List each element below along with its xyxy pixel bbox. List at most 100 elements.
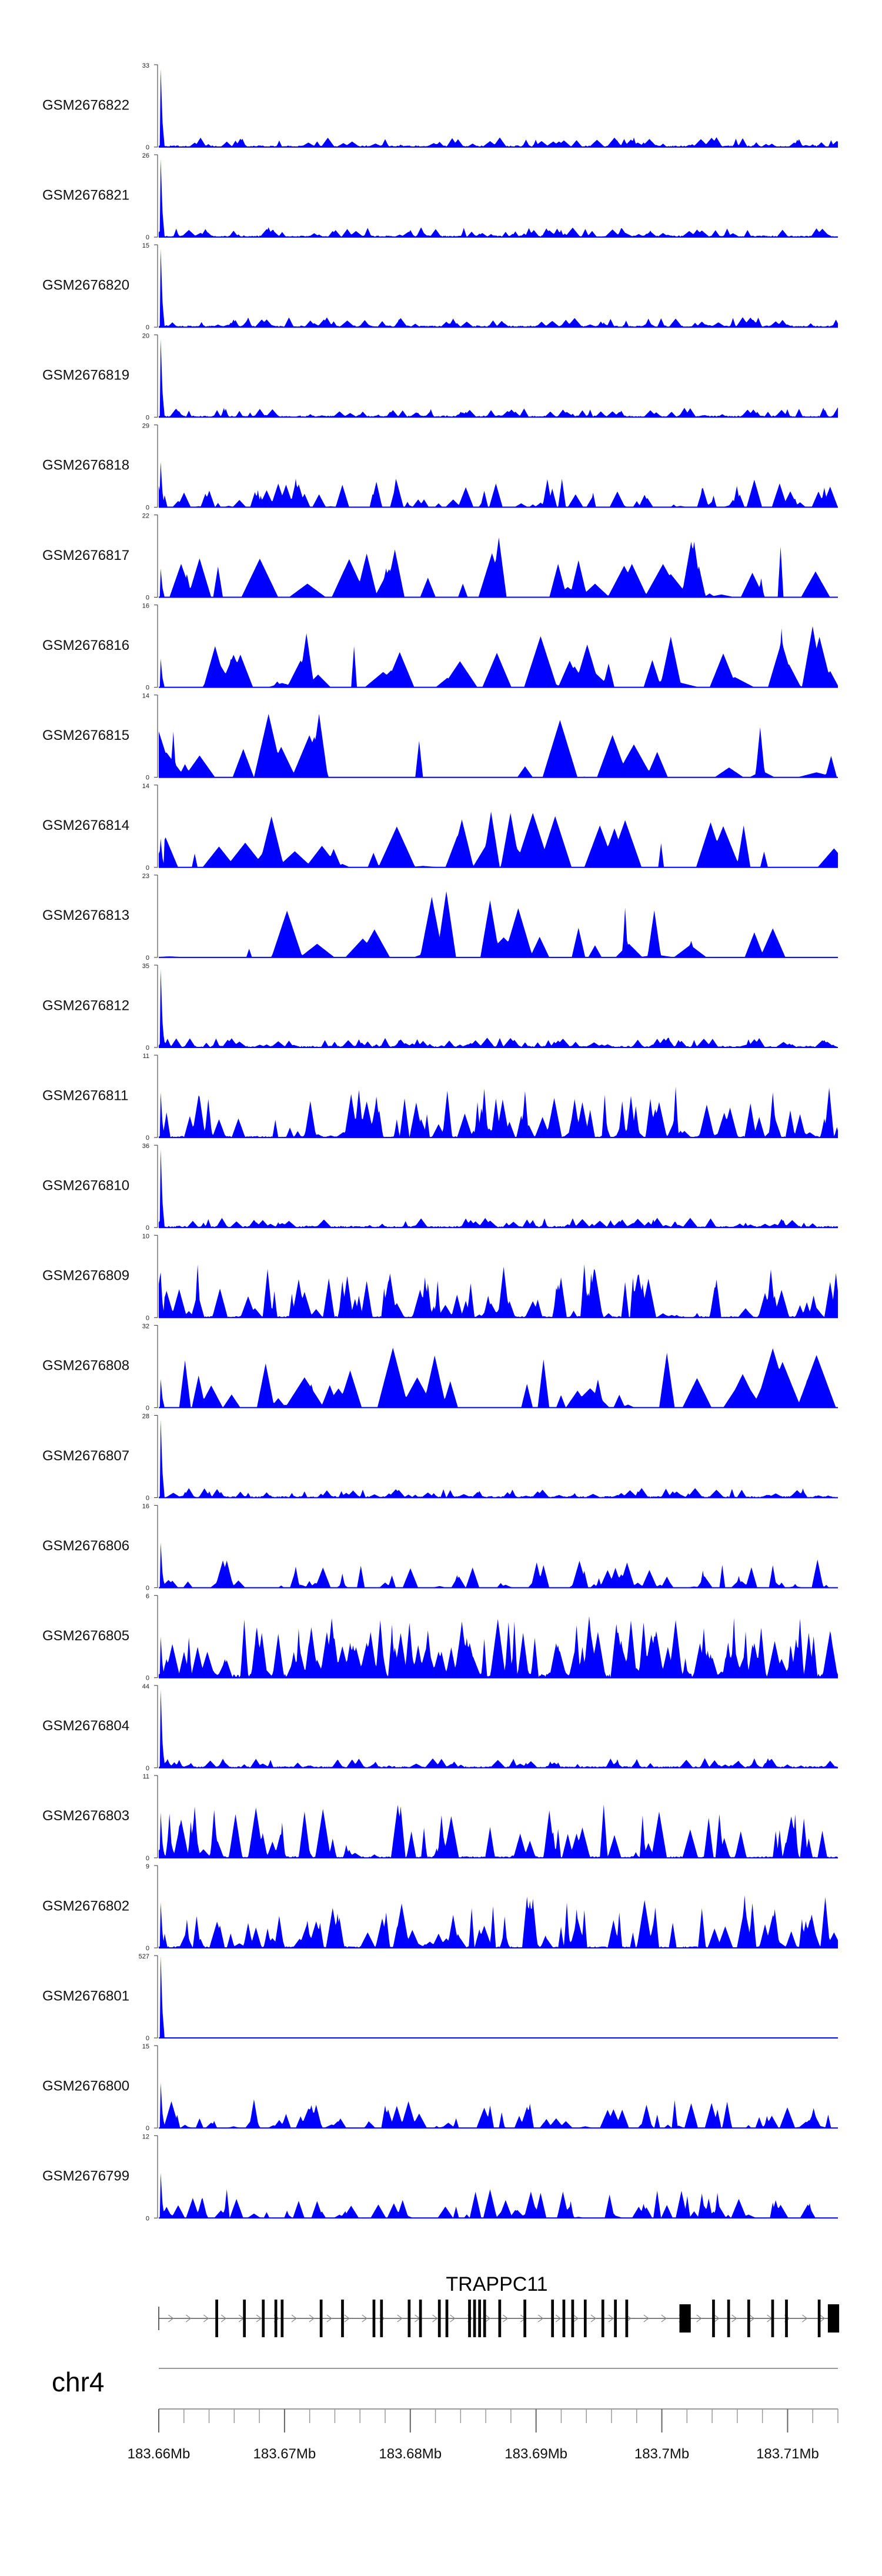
ymin-label: 0 (146, 1945, 149, 1952)
track-label: GSM2676804 (42, 1718, 129, 1734)
strand-arrow (661, 2314, 667, 2323)
exon (625, 2300, 629, 2337)
ymin-label: 0 (146, 144, 149, 151)
track-GSM2676806: GSM2676806 16 0 (42, 1503, 838, 1592)
coverage-area (159, 159, 838, 238)
ymin-label: 0 (146, 955, 149, 962)
exon (498, 2300, 502, 2337)
track-label: GSM2676802 (42, 1898, 129, 1914)
track-GSM2676815: GSM2676815 14 0 (42, 693, 838, 782)
ymin-label: 0 (146, 1404, 149, 1412)
track-GSM2676805: GSM2676805 6 0 (42, 1593, 838, 1682)
gene-model (158, 2300, 840, 2337)
track-label: GSM2676820 (42, 278, 129, 293)
track-label: GSM2676799 (42, 2168, 129, 2184)
ymax-label: 15 (142, 2043, 149, 2050)
strand-arrow (432, 2314, 438, 2323)
exon (727, 2300, 730, 2337)
strand-arrow (502, 2314, 509, 2323)
strand-arrow (450, 2314, 456, 2323)
exon (341, 2300, 344, 2337)
exon (601, 2300, 604, 2337)
exon (407, 2300, 411, 2337)
chromosome-label: chr4 (52, 2367, 104, 2397)
track-GSM2676819: GSM2676819 20 0 (42, 332, 838, 421)
tick-label: 183.67Mb (253, 2446, 316, 2462)
ymin-label: 0 (146, 595, 149, 602)
ymax-label: 36 (142, 1143, 149, 1150)
ymax-label: 20 (142, 332, 149, 339)
ymax-label: 16 (142, 1503, 149, 1510)
coverage-area (159, 713, 838, 778)
strand-arrow (309, 2314, 315, 2323)
strand-arrow (537, 2314, 544, 2323)
ymin-label: 0 (146, 775, 149, 782)
exon (827, 2304, 840, 2333)
coverage-area (159, 1895, 838, 1948)
coverage-area (159, 1264, 838, 1318)
gene-name-label: TRAPPC11 (446, 2273, 547, 2295)
ymax-label: 15 (142, 242, 149, 249)
exon (483, 2300, 486, 2337)
strand-arrow (362, 2314, 368, 2323)
ymax-label: 14 (142, 693, 149, 700)
track-GSM2676802: GSM2676802 9 0 (42, 1863, 838, 1952)
track-GSM2676820: GSM2676820 15 0 (42, 242, 838, 331)
exon (523, 2300, 526, 2337)
coverage-area (159, 1956, 838, 2038)
ymin-label: 0 (146, 865, 149, 872)
axis-ticks: 183.66Mb 183.67Mb 183.68Mb 183.69Mb 183.7Mb 1… (128, 2409, 838, 2462)
coverage-area (159, 811, 838, 867)
exon (372, 2300, 376, 2337)
track-label: GSM2676810 (42, 1178, 129, 1194)
coverage-area (159, 1419, 838, 1498)
track-GSM2676814: GSM2676814 14 0 (42, 783, 838, 872)
strand-arrow (220, 2314, 227, 2323)
exon (274, 2300, 278, 2337)
track-label: GSM2676817 (42, 548, 129, 563)
genome-axis: chr4 183.66Mb 183.67Mb 183.68Mb 183.69Mb 183… (52, 2367, 838, 2462)
tick-label: 183.66Mb (128, 2446, 191, 2462)
strand-arrow (696, 2314, 702, 2323)
ymax-label: 33 (142, 62, 149, 69)
ymax-label: 14 (142, 783, 149, 790)
ymax-label: 35 (142, 963, 149, 970)
ymax-label: 22 (142, 513, 149, 520)
coverage-area (159, 626, 838, 688)
exon (437, 2300, 441, 2337)
exon (614, 2300, 617, 2337)
track-label: GSM2676814 (42, 817, 129, 833)
exon (551, 2300, 554, 2337)
exon (280, 2300, 284, 2337)
ymin-label: 0 (146, 324, 149, 331)
ymax-label: 11 (143, 1773, 149, 1780)
strand-arrow (397, 2314, 403, 2323)
coverage-area (159, 1804, 838, 1858)
ymin-label: 0 (146, 2125, 149, 2132)
ymin-label: 0 (146, 1855, 149, 1862)
track-label: GSM2676808 (42, 1358, 129, 1374)
tick-label: 183.68Mb (379, 2446, 442, 2462)
coverage-tracks: GSM2676822330GSM2676821260GSM2676820150G… (42, 62, 838, 2222)
track-GSM2676799: GSM2676799 12 0 (42, 2133, 838, 2222)
ymax-label: 9 (146, 1863, 149, 1870)
strand-arrow (256, 2314, 262, 2323)
coverage-area (159, 1616, 838, 1678)
ymax-label: 6 (146, 1593, 149, 1600)
track-GSM2676817: GSM2676817 22 0 (42, 513, 838, 602)
coverage-area (159, 2173, 838, 2218)
ymin-label: 0 (146, 1314, 149, 1322)
track-label: GSM2676812 (42, 997, 129, 1013)
strand-arrow (608, 2314, 614, 2323)
exon (562, 2300, 566, 2337)
exon (817, 2300, 821, 2337)
track-label: GSM2676800 (42, 2078, 129, 2094)
track-label: GSM2676807 (42, 1448, 129, 1464)
ymax-label: 10 (142, 1233, 149, 1240)
exon (473, 2300, 476, 2337)
track-label: GSM2676801 (42, 1988, 129, 2004)
tick-label: 183.69Mb (505, 2446, 567, 2462)
ymax-label: 44 (142, 1683, 149, 1690)
track-GSM2676816: GSM2676816 16 0 (42, 603, 838, 692)
